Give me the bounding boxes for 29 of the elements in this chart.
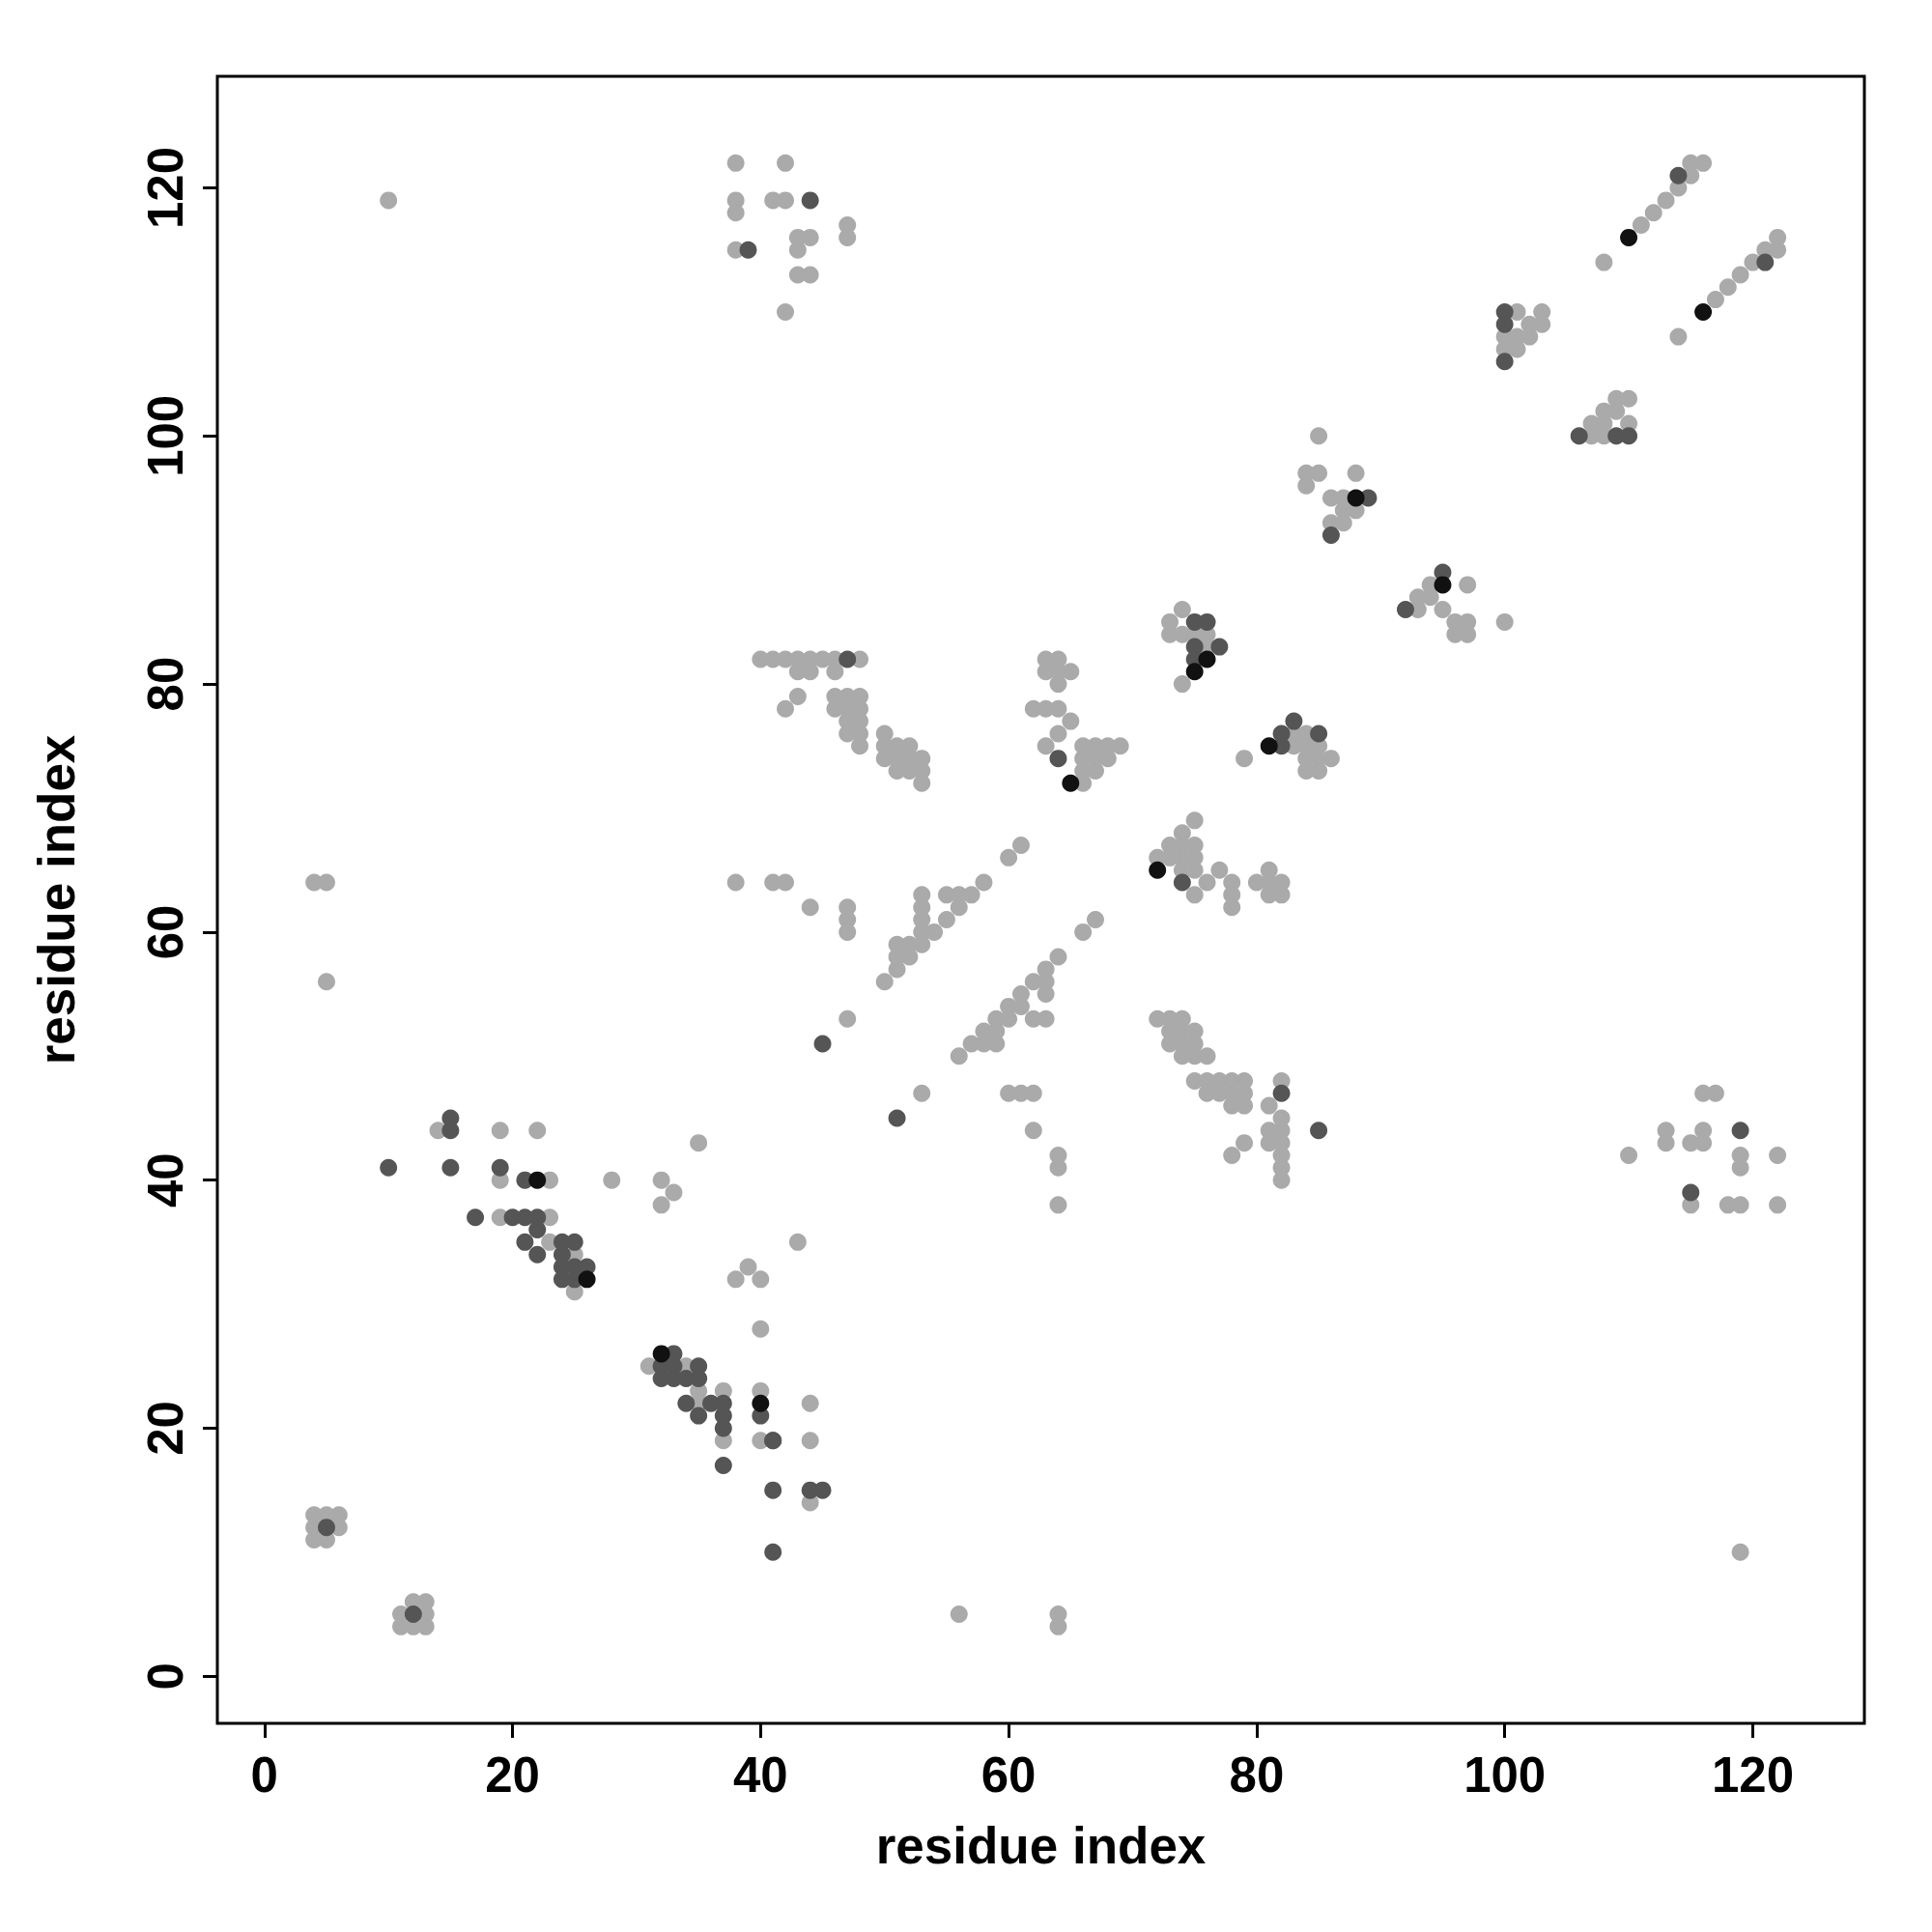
y-tick-label: 80 <box>138 656 193 712</box>
point <box>1434 576 1452 594</box>
x-axis-title: residue index <box>875 1817 1207 1874</box>
point <box>752 1394 770 1412</box>
x-tick-label: 120 <box>1711 1747 1794 1803</box>
point <box>1185 663 1204 681</box>
point <box>1149 861 1167 879</box>
point <box>1694 302 1713 321</box>
y-tick-label: 40 <box>138 1152 193 1208</box>
x-tick-label: 100 <box>1463 1747 1547 1803</box>
x-tick-label: 80 <box>1229 1747 1285 1803</box>
point <box>1620 228 1638 246</box>
point <box>1062 774 1080 792</box>
x-tick-label: 20 <box>485 1747 540 1803</box>
point <box>1347 489 1365 507</box>
x-tick-label: 60 <box>980 1747 1037 1803</box>
y-axis-title: residue index <box>28 734 85 1065</box>
y-tick-label: 120 <box>138 147 193 230</box>
x-tick-label: 40 <box>732 1747 788 1803</box>
y-tick-label: 100 <box>138 394 193 477</box>
y-tick-label: 0 <box>138 1662 193 1690</box>
y-tick-label: 60 <box>138 904 193 960</box>
point <box>1198 650 1216 668</box>
y-tick-label: 20 <box>138 1401 193 1456</box>
point <box>578 1270 596 1289</box>
point <box>1260 737 1278 755</box>
point <box>652 1345 670 1363</box>
point <box>528 1171 547 1189</box>
x-tick-label: 0 <box>250 1747 278 1803</box>
